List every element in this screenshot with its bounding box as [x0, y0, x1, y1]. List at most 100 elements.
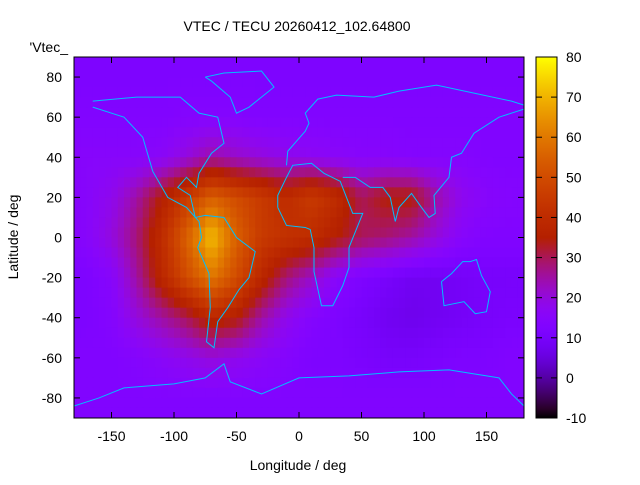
heatmap-cell: [280, 197, 288, 209]
heatmap-cell: [330, 237, 338, 249]
heatmap-cell: [280, 87, 288, 98]
heatmap-cell: [205, 307, 213, 319]
heatmap-cell: [499, 157, 506, 168]
heatmap-cell: [274, 207, 281, 219]
heatmap-cell: [217, 227, 225, 239]
heatmap-cell: [124, 407, 131, 418]
heatmap-cell: [92, 367, 100, 379]
heatmap-cell: [124, 267, 131, 279]
heatmap-cell: [480, 397, 488, 409]
heatmap-cell: [480, 347, 488, 359]
heatmap-cell: [324, 217, 331, 229]
heatmap-cell: [261, 367, 269, 379]
heatmap-cell: [480, 387, 488, 399]
heatmap-cell: [186, 287, 194, 299]
heatmap-cell: [367, 347, 375, 359]
heatmap-cell: [80, 247, 88, 259]
heatmap-cell: [136, 247, 144, 259]
heatmap-cell: [249, 357, 256, 369]
heatmap-cell: [224, 237, 231, 249]
heatmap-cell: [386, 357, 394, 369]
heatmap-cell: [230, 157, 238, 168]
heatmap-cell: [449, 77, 456, 88]
heatmap-cell: [474, 237, 481, 249]
heatmap-cell: [442, 287, 450, 299]
heatmap-cell: [242, 167, 250, 178]
heatmap-cell: [205, 297, 213, 309]
heatmap-cell: [80, 347, 88, 359]
heatmap-cell: [349, 307, 356, 319]
heatmap-cell: [349, 327, 356, 339]
heatmap-cell: [242, 237, 250, 249]
heatmap-cell: [517, 297, 524, 309]
heatmap-cell: [217, 207, 225, 219]
heatmap-cell: [111, 307, 119, 319]
heatmap-cell: [492, 127, 500, 138]
heatmap-cell: [117, 157, 125, 168]
heatmap-cell: [392, 77, 400, 88]
heatmap-cell: [305, 77, 313, 88]
colorbar-tick-label: 60: [566, 129, 582, 145]
heatmap-cell: [411, 147, 419, 158]
heatmap-cell: [80, 97, 88, 108]
heatmap-cell: [105, 167, 113, 178]
heatmap-cell: [280, 307, 288, 319]
heatmap-cell: [305, 147, 313, 158]
heatmap-cell: [430, 307, 438, 319]
heatmap-cell: [305, 317, 313, 329]
heatmap-cell: [111, 167, 119, 178]
heatmap-cell: [74, 237, 81, 249]
heatmap-cell: [492, 337, 500, 349]
heatmap-cell: [199, 177, 206, 188]
heatmap-cell: [399, 197, 406, 209]
heatmap-cell: [436, 217, 444, 229]
heatmap-cell: [386, 317, 394, 329]
heatmap-cell: [449, 57, 456, 68]
heatmap-cell: [267, 267, 275, 279]
heatmap-cell: [499, 327, 506, 339]
heatmap-cell: [511, 157, 519, 168]
heatmap-cell: [292, 267, 300, 279]
heatmap-cell: [267, 177, 275, 188]
coastline: [204, 70, 275, 114]
heatmap-cell: [192, 197, 200, 209]
heatmap-cell: [486, 407, 494, 418]
heatmap-cell: [317, 347, 325, 359]
heatmap-cell: [405, 287, 413, 299]
heatmap-cell: [467, 67, 475, 78]
heatmap-cell: [274, 187, 281, 198]
heatmap-cell: [130, 117, 138, 128]
heatmap-cell: [274, 267, 281, 279]
heatmap-cell: [230, 127, 238, 138]
heatmap-cell: [511, 377, 519, 389]
heatmap-cell: [86, 357, 94, 369]
heatmap-cell: [505, 317, 513, 329]
heatmap-cell: [161, 107, 169, 118]
heatmap-cell: [367, 407, 375, 418]
heatmap-cell: [474, 347, 481, 359]
heatmap-cell: [174, 357, 181, 369]
heatmap-cell: [461, 117, 469, 128]
heatmap-cell: [455, 267, 463, 279]
heatmap-cell: [192, 177, 200, 188]
heatmap-cell: [180, 307, 188, 319]
heatmap-cell: [455, 327, 463, 339]
heatmap-cell: [424, 77, 431, 88]
heatmap-cell: [330, 337, 338, 349]
heatmap-cell: [124, 117, 131, 128]
heatmap-cell: [242, 207, 250, 219]
heatmap-cell: [392, 297, 400, 309]
heatmap-cell: [267, 207, 275, 219]
heatmap-cell: [455, 177, 463, 188]
heatmap-cell: [480, 187, 488, 198]
heatmap-cell: [417, 97, 425, 108]
heatmap-cell: [149, 397, 156, 409]
heatmap-cell: [286, 197, 294, 209]
x-tick-label: 50: [354, 428, 370, 444]
heatmap-cell: [455, 97, 463, 108]
heatmap-cell: [355, 357, 363, 369]
heatmap-cell: [130, 387, 138, 399]
heatmap-cell: [224, 397, 231, 409]
heatmap-cell: [411, 177, 419, 188]
heatmap-cell: [355, 407, 363, 418]
